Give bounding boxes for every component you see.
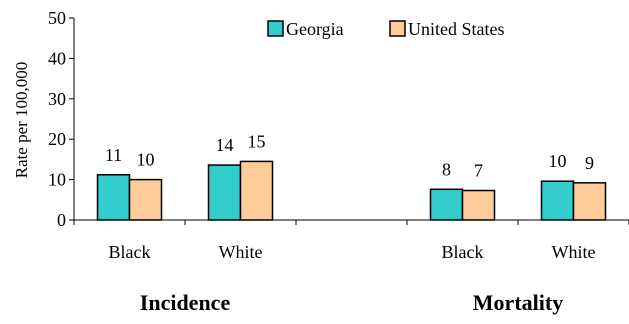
y-tick-label: 20	[48, 129, 66, 149]
group-title: Incidence	[140, 290, 231, 315]
bar	[96, 174, 131, 221]
bar	[239, 160, 274, 221]
y-tick-label: 50	[48, 8, 66, 28]
bar	[540, 180, 575, 221]
legend-swatch	[389, 20, 406, 37]
bar	[429, 188, 464, 221]
bars: 11 10 14 15 8 7 10 9	[96, 131, 607, 221]
x-tick-label: Black	[442, 242, 484, 262]
x-tick-label: White	[219, 242, 263, 262]
data-label: 14	[216, 135, 234, 155]
y-tick-label: 0	[57, 210, 66, 230]
legend-label: Georgia	[286, 19, 344, 39]
legend-swatch	[267, 20, 284, 37]
data-label: 10	[549, 151, 567, 171]
data-label: 11	[105, 145, 122, 165]
data-label: 9	[585, 153, 594, 173]
bar	[461, 189, 496, 221]
data-label: 8	[442, 159, 451, 179]
group-title: Mortality	[473, 290, 563, 315]
y-axis-label: Rate per 100,000	[12, 62, 31, 179]
data-label: 15	[248, 131, 266, 151]
y-tick-label: 40	[48, 48, 66, 68]
legend: Georgia United States	[267, 19, 505, 39]
y-tick-label: 10	[48, 170, 66, 190]
x-tick-label: White	[552, 242, 596, 262]
data-label: 10	[137, 150, 155, 170]
axes: 0 10 20 30 40 50 Black White Black White Incidence…	[48, 8, 629, 315]
bar	[207, 164, 242, 221]
legend-label: United States	[408, 19, 505, 39]
bar	[572, 182, 607, 221]
bar	[128, 178, 163, 221]
y-tick-label: 30	[48, 89, 66, 109]
x-tick-label: Black	[109, 242, 151, 262]
data-label: 7	[474, 161, 483, 181]
